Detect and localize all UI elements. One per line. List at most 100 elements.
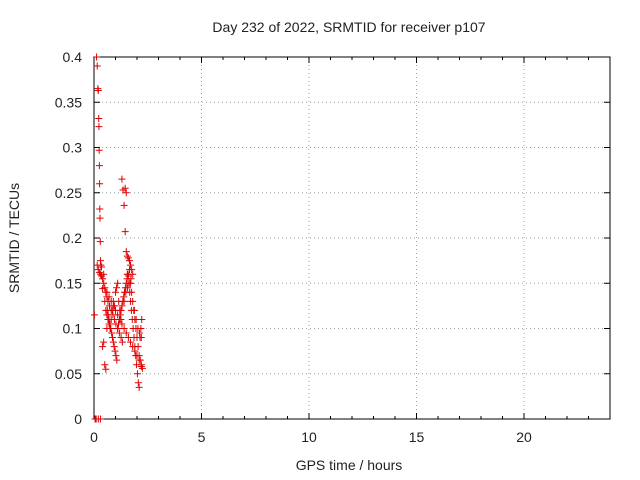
- data-point: [121, 228, 129, 236]
- data-point: [108, 329, 116, 337]
- y-axis-label: SRMTID / TECUs: [6, 183, 22, 293]
- data-point: [96, 180, 104, 188]
- data-point: [93, 53, 101, 61]
- x-tick-label: 0: [90, 429, 98, 445]
- data-point: [109, 302, 117, 310]
- data-point: [95, 115, 103, 123]
- data-point: [95, 162, 103, 170]
- data-point: [135, 383, 143, 391]
- y-tick-label: 0.3: [63, 140, 83, 156]
- data-point: [120, 297, 128, 305]
- x-tick-label: 15: [409, 429, 425, 445]
- data-point: [116, 315, 124, 323]
- data-point: [134, 325, 142, 332]
- chart-title: Day 232 of 2022, SRMTID for receiver p10…: [212, 19, 485, 35]
- data-point: [133, 370, 141, 378]
- data-point: [122, 288, 130, 296]
- y-tick-label: 0.2: [63, 230, 83, 246]
- data-point: [95, 146, 103, 154]
- data-point: [94, 86, 102, 94]
- data-point: [96, 238, 104, 246]
- plot-frame: [93, 56, 611, 420]
- grid: [94, 57, 610, 419]
- data-point: [112, 320, 120, 328]
- data-point: [107, 325, 115, 332]
- axis-ticks: 0 5 10 15 20 0 0.05 0.1 0.15 0.2 0.25 0.3 0.35 0.4: [55, 49, 611, 445]
- data-point: [115, 329, 123, 337]
- data-point: [103, 288, 111, 296]
- data-point: [118, 302, 126, 310]
- data-point: [102, 365, 110, 373]
- data-point: [131, 347, 139, 355]
- data-point: [127, 275, 135, 283]
- data-point: [120, 201, 128, 209]
- data-point: [107, 297, 115, 305]
- data-point: [90, 311, 98, 319]
- data-point: [101, 284, 109, 292]
- data-point: [101, 361, 109, 369]
- y-tick-label: 0: [74, 411, 82, 427]
- data-point: [110, 343, 118, 351]
- data-point: [99, 275, 107, 283]
- data-point: [122, 189, 130, 197]
- data-point: [100, 279, 108, 287]
- data-point: [100, 338, 108, 346]
- data-point: [137, 361, 145, 369]
- data-point: [99, 343, 107, 351]
- data-point: [120, 325, 128, 332]
- data-point: [113, 356, 121, 364]
- data-point: [96, 214, 104, 222]
- data-point: [134, 379, 142, 387]
- data-point: [138, 364, 146, 372]
- data-point: [93, 62, 101, 70]
- data-point: [111, 347, 119, 355]
- data-point: [136, 329, 144, 337]
- x-axis-label: GPS time / hours: [296, 457, 403, 473]
- data-point: [125, 279, 133, 287]
- data-point: [108, 334, 116, 342]
- data-point: [117, 334, 125, 342]
- data-point: [114, 279, 122, 287]
- data-point: [95, 268, 103, 276]
- data-point: [118, 175, 126, 183]
- data-point: [125, 257, 133, 265]
- data-point: [122, 248, 130, 256]
- data-point: [129, 343, 137, 351]
- data-point: [132, 315, 140, 323]
- data-point: [96, 415, 104, 423]
- data-point: [112, 306, 119, 314]
- data-point: [105, 293, 113, 301]
- y-tick-label: 0.35: [55, 94, 82, 110]
- data-point: [128, 266, 136, 274]
- y-tick-label: 0.15: [55, 275, 82, 291]
- data-point: [130, 306, 138, 314]
- y-tick-label: 0.1: [63, 321, 83, 337]
- data-point: [113, 284, 121, 292]
- data-point: [95, 123, 103, 131]
- data-point: [118, 338, 126, 346]
- x-tick-label: 5: [198, 429, 206, 445]
- data-point: [124, 284, 132, 292]
- data-points: [90, 53, 146, 423]
- data-point: [118, 320, 126, 328]
- data-point: [114, 325, 122, 332]
- data-point: [129, 270, 137, 278]
- data-point: [124, 334, 132, 342]
- x-tick-label: 20: [516, 429, 532, 445]
- data-point: [93, 261, 101, 269]
- y-tick-label: 0.05: [55, 366, 82, 382]
- y-tick-label: 0.25: [55, 185, 82, 201]
- data-point: [137, 334, 145, 342]
- data-point: [123, 252, 131, 260]
- data-point: [133, 352, 141, 360]
- data-point: [114, 311, 122, 319]
- x-tick-label: 10: [301, 429, 317, 445]
- data-point: [96, 270, 104, 278]
- data-point: [121, 184, 129, 192]
- data-point: [109, 338, 117, 346]
- data-point: [112, 352, 120, 360]
- data-point: [127, 338, 135, 346]
- data-point: [106, 320, 114, 328]
- y-tick-label: 0.4: [63, 49, 83, 65]
